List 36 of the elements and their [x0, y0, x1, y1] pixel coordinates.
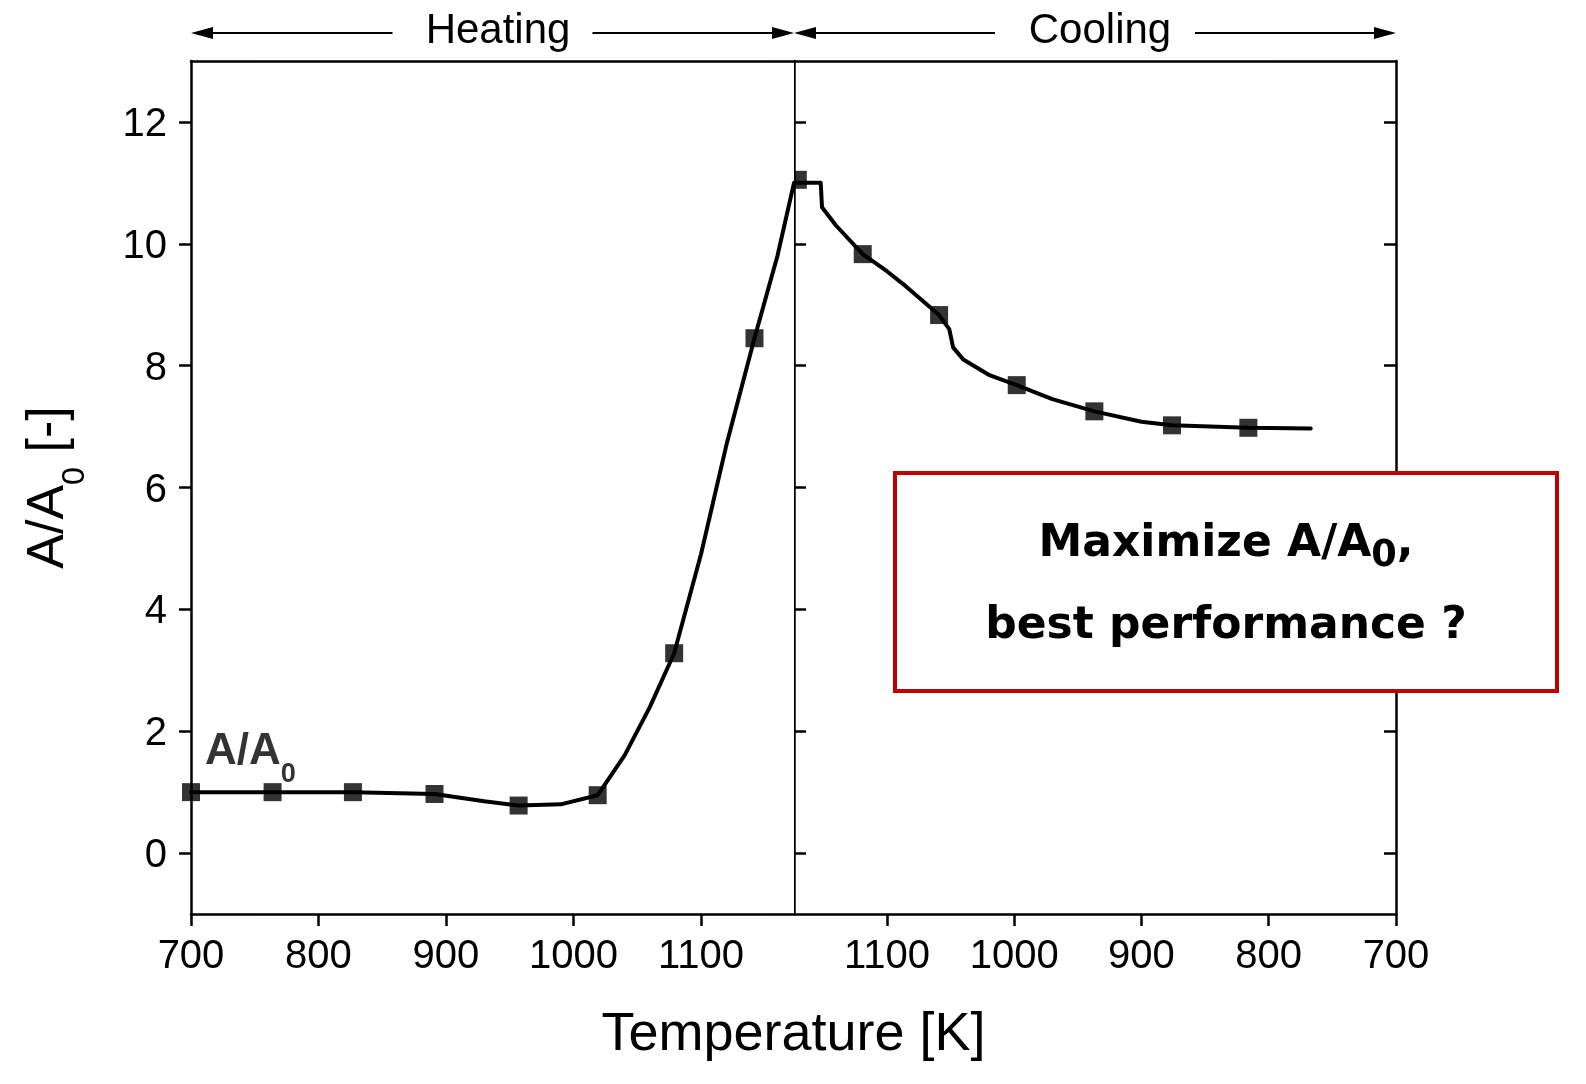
- y-tick-label: 2: [144, 709, 167, 754]
- x-tick-label: 1100: [657, 932, 744, 976]
- point: [930, 306, 949, 325]
- point: [665, 644, 684, 663]
- y-tick-label: 4: [144, 587, 167, 632]
- point: [1085, 402, 1104, 421]
- chart-title: Cooling: [1028, 4, 1172, 52]
- x-tick-label: 900: [1108, 932, 1175, 976]
- y-tick-label: 12: [122, 99, 167, 144]
- x-tick-label: 900: [412, 932, 480, 976]
- point: [343, 783, 362, 802]
- chart-title: Heating: [425, 4, 571, 52]
- y-tick-label: 8: [144, 343, 167, 388]
- point: [182, 783, 200, 802]
- x-tick-label: 800: [1235, 932, 1303, 976]
- point: [1239, 418, 1258, 437]
- x-tick-label: 800: [285, 932, 352, 976]
- annotation: Maximize A/A$_{0}$, best performance ?: [985, 513, 1467, 651]
- x-tick-label: 1100: [843, 932, 930, 976]
- point: [588, 786, 607, 805]
- point: [1163, 416, 1181, 435]
- x-tick-label: 700: [1362, 932, 1430, 976]
- y-axis-title: A/A0 [-]: [16, 406, 92, 569]
- x-axis-title: Temperature [K]: [600, 1000, 987, 1062]
- point: [425, 784, 444, 803]
- y-tick-label: 10: [122, 221, 167, 266]
- y-tick-label: 6: [144, 465, 167, 510]
- x-tick-label: 1000: [528, 932, 618, 976]
- point: [263, 783, 282, 802]
- point: [1007, 376, 1026, 395]
- point: [853, 245, 872, 264]
- point: [509, 796, 528, 815]
- x-tick-label: 700: [157, 932, 225, 976]
- x-tick-label: 1000: [969, 932, 1059, 976]
- point: [745, 329, 764, 348]
- y-tick-label: 0: [144, 831, 167, 876]
